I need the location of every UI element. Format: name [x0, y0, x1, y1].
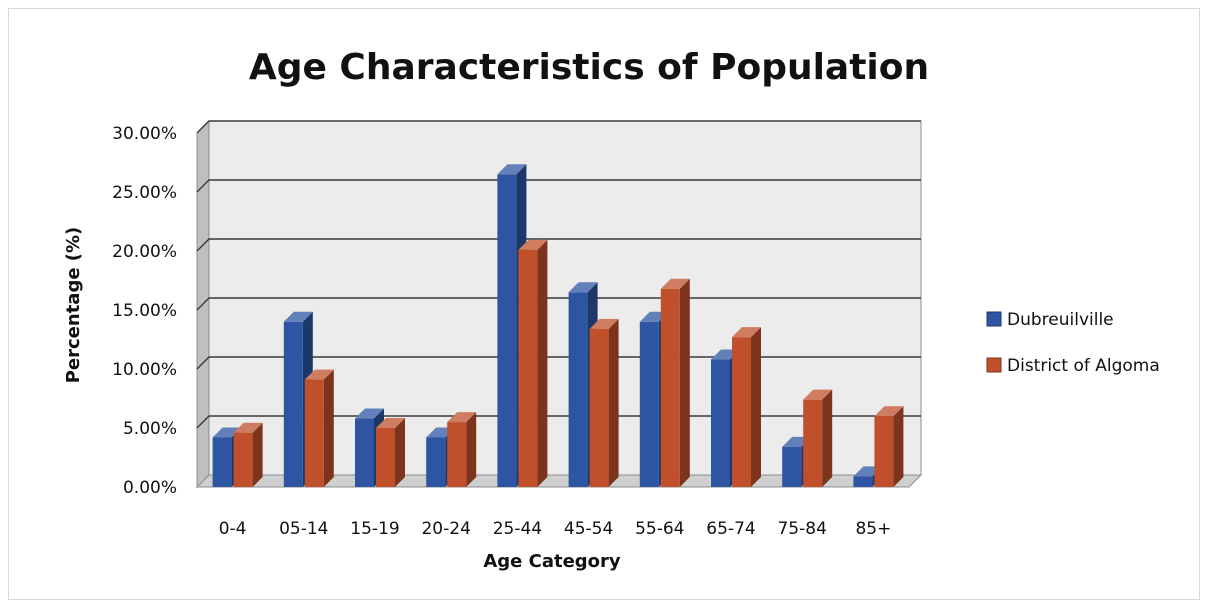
bar: [447, 412, 477, 487]
legend: Dubreuilville District of Algoma: [986, 310, 1160, 376]
chart: 0.00% 5.00% 10.00% 15.00% 20.00% 25.00% 30.00%…: [63, 47, 1160, 572]
y-tick-label: 15.00%: [112, 301, 177, 321]
bar: [732, 327, 761, 487]
legend-item: District of Algoma: [986, 356, 1160, 376]
bar: [233, 422, 263, 487]
y-tick-label: 30.00%: [112, 124, 177, 144]
x-tick-label: 75-84: [777, 519, 826, 539]
bar: [304, 369, 334, 487]
bar: [376, 418, 405, 487]
x-tick-label: 85+: [855, 519, 891, 539]
legend-swatch: [986, 311, 1002, 327]
x-axis-ticks: 0-4 05-14 15-19 20-24 25-44 45-54 55-64 65-74 75…: [219, 519, 892, 539]
x-tick-label: 25-44: [493, 519, 542, 539]
y-axis-ticks: 0.00% 5.00% 10.00% 15.00% 20.00% 25.00% 30.00%: [112, 124, 177, 498]
x-tick-label: 20-24: [421, 519, 470, 539]
bar: [874, 406, 904, 487]
bar: [518, 239, 548, 487]
legend-label: District of Algoma: [1007, 356, 1160, 376]
x-tick-label: 0-4: [219, 519, 247, 539]
x-axis-title: Age Category: [483, 551, 621, 572]
x-tick-label: 55-64: [635, 519, 684, 539]
x-tick-label: 15-19: [350, 519, 399, 539]
chart-title: Age Characteristics of Population: [249, 47, 929, 88]
y-tick-label: 10.00%: [112, 360, 177, 380]
gridline: [196, 179, 921, 193]
bars: [212, 164, 904, 488]
legend-swatch: [986, 357, 1002, 373]
y-tick-label: 0.00%: [123, 478, 177, 498]
legend-item: Dubreuilville: [986, 310, 1114, 330]
x-tick-label: 65-74: [706, 519, 755, 539]
bar: [660, 278, 690, 487]
bar: [803, 389, 833, 487]
bar: [589, 318, 619, 487]
chart-frame: 0.00% 5.00% 10.00% 15.00% 20.00% 25.00% 30.00%…: [8, 8, 1200, 600]
x-tick-label: 05-14: [279, 519, 328, 539]
x-tick-label: 45-54: [564, 519, 613, 539]
gridline: [196, 120, 921, 134]
y-tick-label: 25.00%: [112, 183, 177, 203]
legend-label: Dubreuilville: [1007, 310, 1114, 330]
y-axis-title: Percentage (%): [63, 227, 84, 384]
y-tick-label: 20.00%: [112, 242, 177, 262]
gridline: [196, 238, 921, 252]
y-tick-label: 5.00%: [123, 419, 177, 439]
